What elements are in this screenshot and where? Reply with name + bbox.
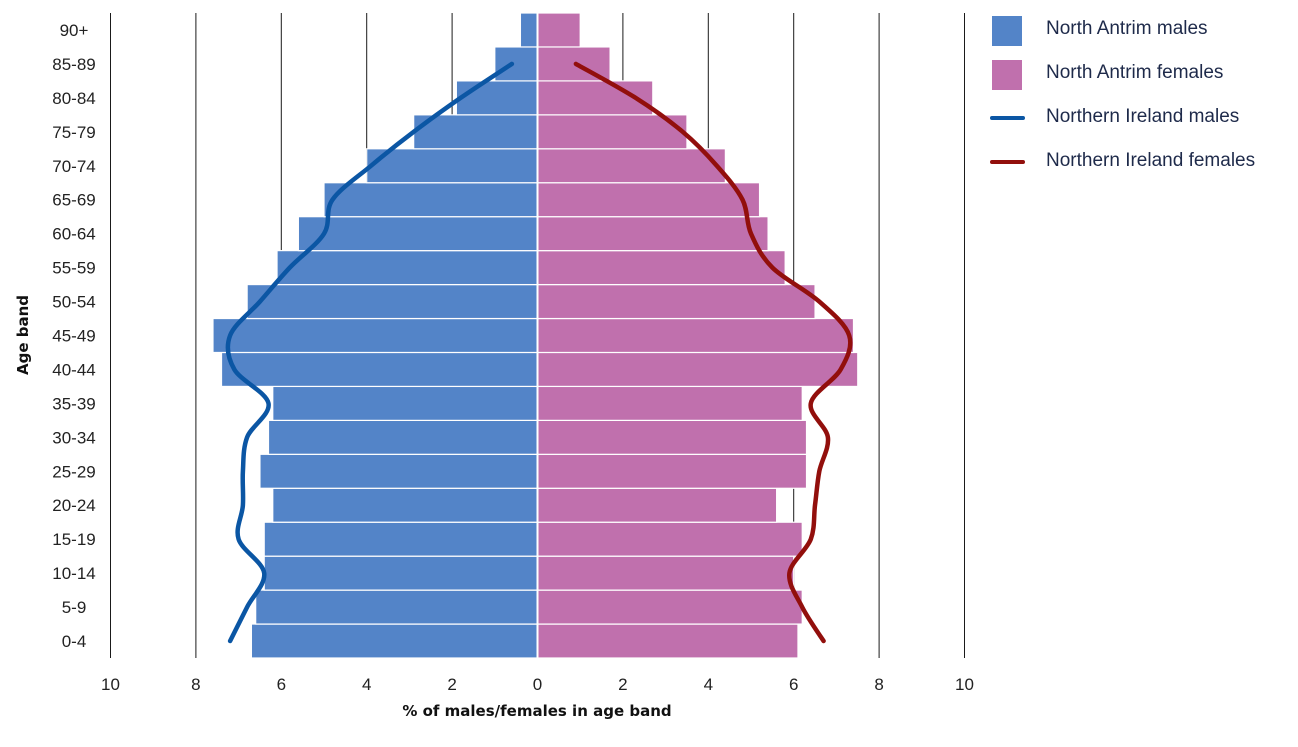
y-tick-label: 30-34 <box>52 428 95 447</box>
bar-female-10-14 <box>536 555 795 591</box>
x-tick-label: 2 <box>447 675 456 694</box>
bar-female-45-49 <box>536 317 855 354</box>
bar-female-60-64 <box>536 216 769 252</box>
bar-female-90+ <box>536 12 581 48</box>
y-tick-label: 20-24 <box>52 496 95 515</box>
bar-female-55-59 <box>536 250 786 286</box>
bar-female-20-24 <box>536 487 778 523</box>
legend-label-na-females: North Antrim females <box>1046 62 1224 83</box>
bar-female-50-54 <box>536 283 816 320</box>
y-tick-label: 65-69 <box>52 191 95 210</box>
bar-female-65-69 <box>536 182 761 218</box>
y-tick-label: 40-44 <box>52 360 95 379</box>
y-tick-label: 55-59 <box>52 259 95 278</box>
y-tick-label: 90+ <box>60 21 89 40</box>
bar-male-25-29 <box>259 453 539 489</box>
x-tick-label: 6 <box>789 675 798 694</box>
legend-label-ni-females: Northern Ireland females <box>1046 150 1256 171</box>
bar-male-80-84 <box>455 80 539 116</box>
legend-line-ni-males <box>990 116 1025 120</box>
bar-female-30-34 <box>536 419 808 455</box>
bar-male-0-4 <box>250 623 539 659</box>
bar-female-15-19 <box>536 521 803 557</box>
bars <box>212 12 859 659</box>
bar-male-50-54 <box>246 283 539 320</box>
bar-male-85-89 <box>494 46 539 82</box>
y-tick-labels: 0-4 5-9 10-14 15-19 20-24 25-29 30-34 35-39 40-4… <box>52 21 95 651</box>
x-tick-label: 10 <box>955 675 974 694</box>
bar-female-40-44 <box>536 351 859 388</box>
bar-male-15-19 <box>263 521 539 557</box>
bar-male-55-59 <box>276 250 539 286</box>
x-tick-label: 0 <box>533 675 542 694</box>
y-tick-label: 50-54 <box>52 293 95 312</box>
bar-male-40-44 <box>220 351 539 388</box>
legend-swatch-na-females <box>992 60 1022 90</box>
ni-lines <box>225 61 853 644</box>
y-tick-label: 85-89 <box>52 55 95 74</box>
x-tick-label: 2 <box>618 675 627 694</box>
ni-females-line <box>573 61 853 644</box>
y-tick-label: 35-39 <box>52 394 95 413</box>
bar-female-35-39 <box>536 385 803 421</box>
bar-female-70-74 <box>536 148 726 184</box>
legend-label-na-males: North Antrim males <box>1046 18 1208 39</box>
x-tick-label: 4 <box>362 675 371 694</box>
x-tick-labels: 10 8 6 4 2 0 2 4 6 8 10 <box>101 675 974 694</box>
bar-male-90+ <box>519 12 539 48</box>
legend-swatch-na-males <box>992 16 1022 46</box>
bar-male-60-64 <box>297 216 539 252</box>
y-tick-label: 15-19 <box>52 530 95 549</box>
bar-male-65-69 <box>323 182 539 218</box>
y-tick-label: 10-14 <box>52 564 95 583</box>
y-tick-label: 70-74 <box>52 157 95 176</box>
bar-female-0-4 <box>536 623 799 659</box>
y-tick-label: 5-9 <box>62 598 87 617</box>
legend-item-na-males: North Antrim males <box>990 12 1298 56</box>
x-tick-label: 8 <box>191 675 200 694</box>
y-tick-label: 80-84 <box>52 89 95 108</box>
x-tick-label: 8 <box>874 675 883 694</box>
ni-males-line <box>225 61 515 644</box>
y-tick-label: 25-29 <box>52 462 95 481</box>
legend-item-na-females: North Antrim females <box>990 56 1298 100</box>
y-tick-label: 45-49 <box>52 327 95 346</box>
bar-male-5-9 <box>255 589 539 625</box>
bar-male-75-79 <box>413 114 539 150</box>
bar-male-20-24 <box>272 487 539 523</box>
bar-female-5-9 <box>536 589 803 625</box>
bar-male-35-39 <box>272 385 539 421</box>
x-tick-label: 10 <box>101 675 120 694</box>
legend-label-ni-males: Northern Ireland males <box>1046 106 1240 127</box>
bar-female-25-29 <box>536 453 808 489</box>
y-tick-label: 75-79 <box>52 123 95 142</box>
bar-male-70-74 <box>366 148 539 184</box>
bar-male-45-49 <box>212 317 539 354</box>
x-tick-label: 6 <box>277 675 286 694</box>
legend-line-ni-females <box>990 160 1025 164</box>
x-tick-label: 4 <box>704 675 713 694</box>
y-tick-label: 60-64 <box>52 225 95 244</box>
legend-item-ni-males: Northern Ireland males <box>990 100 1298 144</box>
legend-item-ni-females: Northern Ireland females <box>990 144 1298 188</box>
y-tick-label: 0-4 <box>62 632 87 651</box>
bar-male-30-34 <box>267 419 539 455</box>
legend: North Antrim males North Antrim females … <box>990 12 1298 188</box>
y-axis-title: Age band <box>14 295 32 375</box>
bar-male-10-14 <box>263 555 539 591</box>
x-axis-title: % of males/females in age band <box>402 702 671 720</box>
